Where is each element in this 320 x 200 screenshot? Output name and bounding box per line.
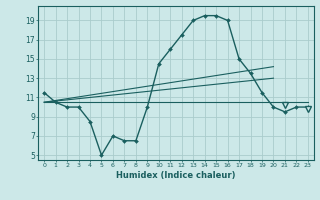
X-axis label: Humidex (Indice chaleur): Humidex (Indice chaleur) bbox=[116, 171, 236, 180]
